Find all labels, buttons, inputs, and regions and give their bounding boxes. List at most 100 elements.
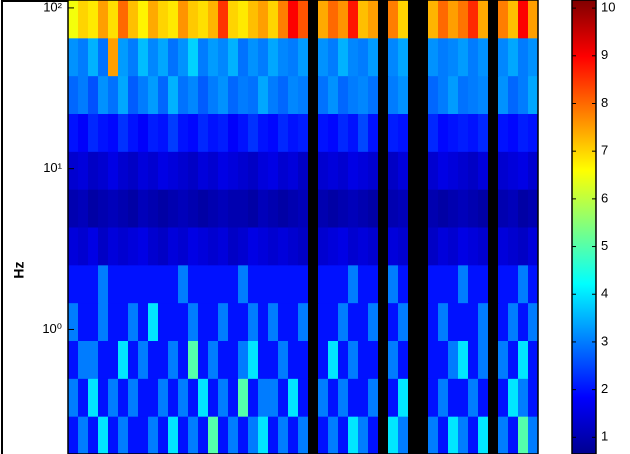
heatmap-cell [178, 37, 189, 77]
heatmap-cell [108, 264, 119, 304]
heatmap-cell [228, 189, 239, 228]
heatmap-cell [198, 340, 209, 379]
heatmap-cell [458, 37, 469, 77]
heatmap-cell [398, 151, 409, 190]
heatmap-cell [398, 75, 409, 114]
heatmap-cell [528, 416, 539, 454]
plot-frame [67, 0, 539, 454]
heatmap-cell [188, 227, 199, 266]
heatmap-cell [448, 113, 459, 152]
heatmap-cell [238, 0, 249, 39]
heatmap-cell [238, 227, 249, 266]
heatmap-cell [458, 189, 469, 228]
heatmap-cell [388, 302, 399, 341]
heatmap-cell [208, 378, 219, 417]
heatmap-cell [438, 416, 449, 454]
heatmap-cell [198, 302, 209, 341]
heatmap-cell [138, 151, 149, 190]
heatmap-cell [398, 189, 409, 228]
heatmap-cell [378, 378, 389, 417]
heatmap-cell [508, 264, 519, 304]
heatmap-cell [158, 151, 169, 190]
heatmap-cell [428, 75, 439, 114]
heatmap-cell [148, 416, 159, 454]
heatmap-cell [318, 416, 329, 454]
heatmap-cell [128, 416, 139, 454]
heatmap-cell [158, 37, 169, 77]
heatmap-cell [348, 227, 359, 266]
heatmap-cell [208, 75, 219, 114]
heatmap-cell [378, 0, 389, 39]
heatmap-cell [508, 227, 519, 266]
heatmap-cell [528, 227, 539, 266]
heatmap-cell [238, 302, 249, 341]
heatmap-cell [228, 227, 239, 266]
heatmap-cell [478, 75, 489, 114]
heatmap-cell [358, 37, 369, 77]
heatmap-cell [268, 378, 279, 417]
heatmap-cell [68, 264, 79, 304]
heatmap-cell [168, 416, 179, 454]
heatmap-cell [88, 151, 99, 190]
heatmap-cell [338, 378, 349, 417]
heatmap-cell [298, 227, 309, 266]
heatmap-cell [238, 340, 249, 379]
heatmap-cell [438, 37, 449, 77]
heatmap-cell [388, 37, 399, 77]
heatmap-cell [208, 0, 219, 39]
heatmap-cell [98, 151, 109, 190]
heatmap-cell [128, 151, 139, 190]
heatmap-cell [288, 151, 299, 190]
heatmap-cell [488, 189, 499, 228]
heatmap-cell [88, 0, 99, 39]
heatmap-cell [308, 113, 319, 152]
heatmap-cell [118, 378, 129, 417]
heatmap-cell [128, 113, 139, 152]
heatmap-cell [118, 113, 129, 152]
heatmap-cell [338, 151, 349, 190]
heatmap-cell [338, 340, 349, 379]
heatmap-cell [108, 113, 119, 152]
heatmap-cell [128, 302, 139, 341]
heatmap-cell [68, 416, 79, 454]
heatmap-cell [398, 227, 409, 266]
heatmap-cell [188, 75, 199, 114]
heatmap-cell [338, 75, 349, 114]
heatmap-cell [418, 37, 429, 77]
heatmap-cell [118, 37, 129, 77]
heatmap-cell [328, 416, 339, 454]
heatmap-cell [248, 227, 259, 266]
heatmap-cell [438, 75, 449, 114]
heatmap-cell [378, 37, 389, 77]
heatmap-cell [138, 264, 149, 304]
heatmap-cell [228, 302, 239, 341]
heatmap-cell [488, 37, 499, 77]
heatmap-cell [518, 302, 529, 341]
heatmap-cell [298, 0, 309, 39]
heatmap-cell [268, 264, 279, 304]
heatmap-cell [198, 378, 209, 417]
heatmap-cell [468, 227, 479, 266]
heatmap-cell [488, 416, 499, 454]
heatmap-cell [288, 0, 299, 39]
heatmap-cell [488, 378, 499, 417]
heatmap-cell [168, 227, 179, 266]
heatmap-cell [208, 113, 219, 152]
heatmap-cell [478, 151, 489, 190]
heatmap-cell [158, 264, 169, 304]
heatmap-cell [358, 151, 369, 190]
heatmap-cell [88, 378, 99, 417]
heatmap-cell [518, 189, 529, 228]
heatmap-cell [518, 0, 529, 39]
heatmap-cell [378, 264, 389, 304]
heatmap-cell [468, 189, 479, 228]
heatmap-cell [408, 416, 419, 454]
heatmap-cell [148, 151, 159, 190]
heatmap-cell [388, 113, 399, 152]
heatmap-cell [118, 302, 129, 341]
heatmap-cell [468, 75, 479, 114]
heatmap-cell [68, 0, 79, 39]
heatmap-cell [168, 113, 179, 152]
heatmap-cell [178, 264, 189, 304]
heatmap-cell [408, 151, 419, 190]
